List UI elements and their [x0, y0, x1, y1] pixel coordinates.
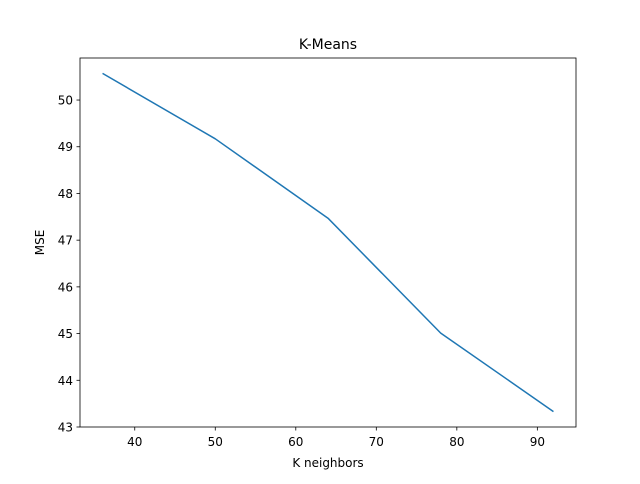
x-tick-label: 50: [208, 435, 223, 449]
x-tick-label: 80: [449, 435, 464, 449]
y-tick-label: 45: [58, 327, 73, 341]
y-axis-ticks: 43 44 45 46 47 48 49 50: [58, 94, 80, 435]
y-tick-label: 48: [58, 187, 73, 201]
y-tick-label: 49: [58, 140, 73, 154]
plot-area: [102, 72, 554, 413]
y-tick-label: 47: [58, 234, 73, 248]
y-tick-label: 43: [58, 421, 73, 435]
y-tick-label: 50: [58, 94, 73, 108]
y-axis-label: MSE: [33, 230, 47, 256]
y-tick-label: 44: [58, 374, 73, 388]
x-tick-label: 90: [530, 435, 545, 449]
x-tick-label: 70: [369, 435, 384, 449]
x-axis-ticks: 40 50 60 70 80 90: [127, 427, 545, 449]
series-line: [102, 72, 554, 413]
x-tick-label: 60: [288, 435, 303, 449]
x-tick-label: 40: [127, 435, 142, 449]
x-axis-label: K neighbors: [292, 456, 363, 470]
chart-title: K-Means: [299, 37, 357, 53]
y-tick-label: 46: [58, 280, 73, 294]
axes-frame: [79, 57, 577, 428]
